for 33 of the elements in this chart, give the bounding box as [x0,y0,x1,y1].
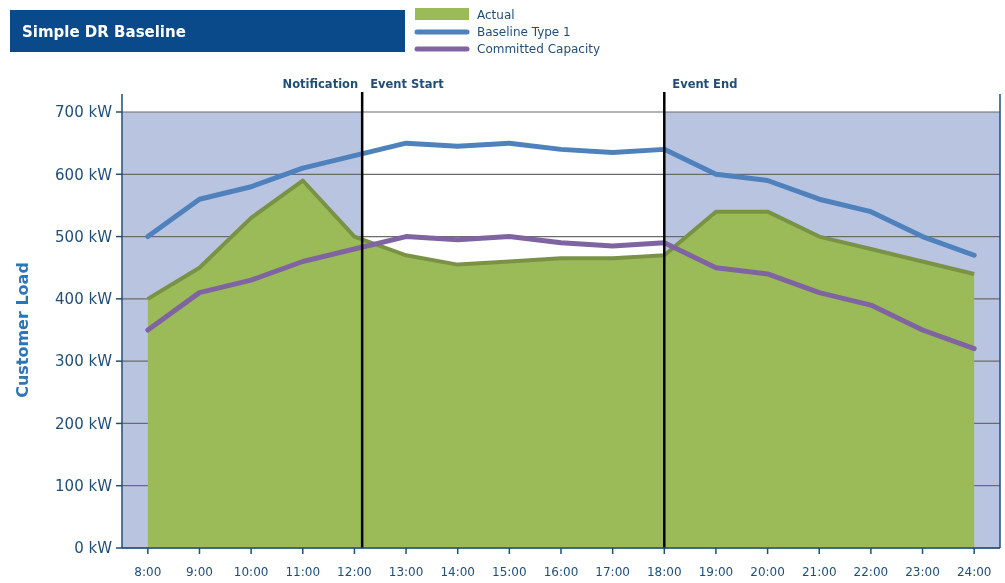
x-tick-label: 8:00 [134,565,162,579]
x-tick-label: 12:00 [337,565,372,579]
y-tick-label: 100 kW [55,476,113,495]
y-tick-label: 600 kW [55,165,113,184]
x-tick-label: 14:00 [440,565,475,579]
x-tick-label: 19:00 [698,565,734,579]
x-tick-label: 15:00 [492,565,527,579]
chart-title: Simple DR Baseline [22,23,186,41]
x-tick-label: 23:00 [905,565,940,579]
y-tick-label: 300 kW [55,352,113,371]
x-tick-label: 13:00 [388,565,424,579]
text: Event Start [370,77,445,91]
x-tick-label: 22:00 [853,565,889,579]
y-tick-label: 500 kW [55,227,113,246]
x-tick-label: 17:00 [595,565,630,579]
x-tick-label: 11:00 [285,565,321,579]
x-tick-label: 20:00 [750,565,785,579]
legend-label: Actual [477,8,515,22]
y-tick-label: 700 kW [55,103,113,122]
y-tick-label: 200 kW [55,414,113,433]
x-tick-label: 16:00 [543,565,579,579]
ref-line-label: Event End [672,77,738,91]
y-axis-title: Customer Load [13,262,32,398]
ref-line-label: Notification [282,77,359,91]
x-tick-label: 24:00 [956,565,992,579]
x-tick-label: 18:00 [647,565,682,579]
y-tick-label: 400 kW [55,290,113,309]
legend-label: Committed Capacity [477,42,601,56]
x-tick-label: 21:00 [801,565,837,579]
legend-label: Baseline Type 1 [477,25,571,39]
x-tick-label: 9:00 [185,565,213,579]
y-tick-label: 0 kW [74,539,113,558]
x-tick-label: 10:00 [233,565,269,579]
